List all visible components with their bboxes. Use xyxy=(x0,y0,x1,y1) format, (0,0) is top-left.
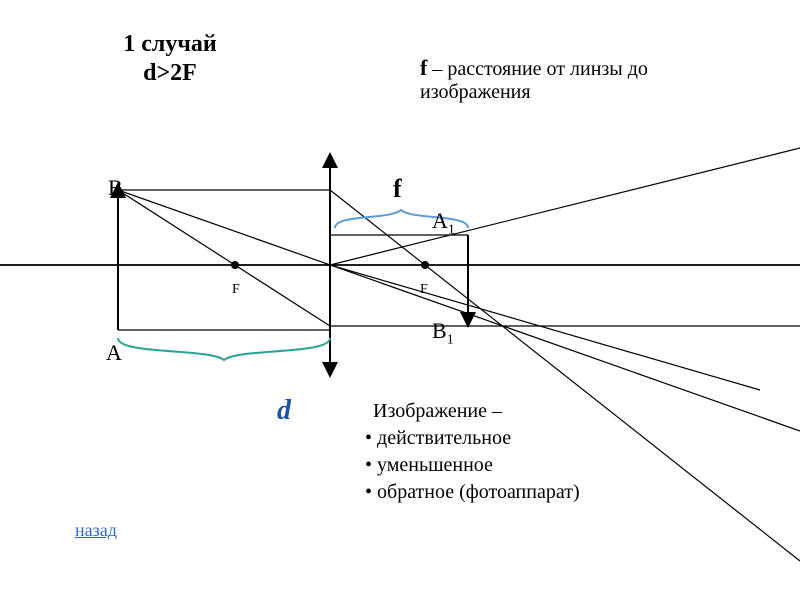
ray2-through-center xyxy=(118,190,800,431)
desc-head: Изображение – xyxy=(365,398,580,425)
extra-ray-lower xyxy=(330,265,760,390)
extra-ray-upper xyxy=(330,148,800,265)
label-f: f xyxy=(393,174,402,204)
label-B1: В1 xyxy=(432,318,454,348)
desc-item-2: • обратное (фотоаппарат) xyxy=(365,479,580,506)
label-d: d xyxy=(277,395,291,427)
label-A1: А1 xyxy=(432,208,455,238)
label-B: В xyxy=(108,175,123,201)
back-link[interactable]: назад xyxy=(75,520,117,541)
desc-item-0: • действительное xyxy=(365,425,580,452)
label-A: А xyxy=(106,340,122,366)
desc-item-1: • уменьшенное xyxy=(365,452,580,479)
brace-d xyxy=(118,338,330,360)
image-description: Изображение – • действительное • уменьше… xyxy=(365,398,580,506)
label-F-right: F xyxy=(420,282,428,298)
optics-diagram xyxy=(0,0,800,600)
label-F-left: F xyxy=(232,282,240,298)
ray3-to-focus xyxy=(118,190,330,326)
